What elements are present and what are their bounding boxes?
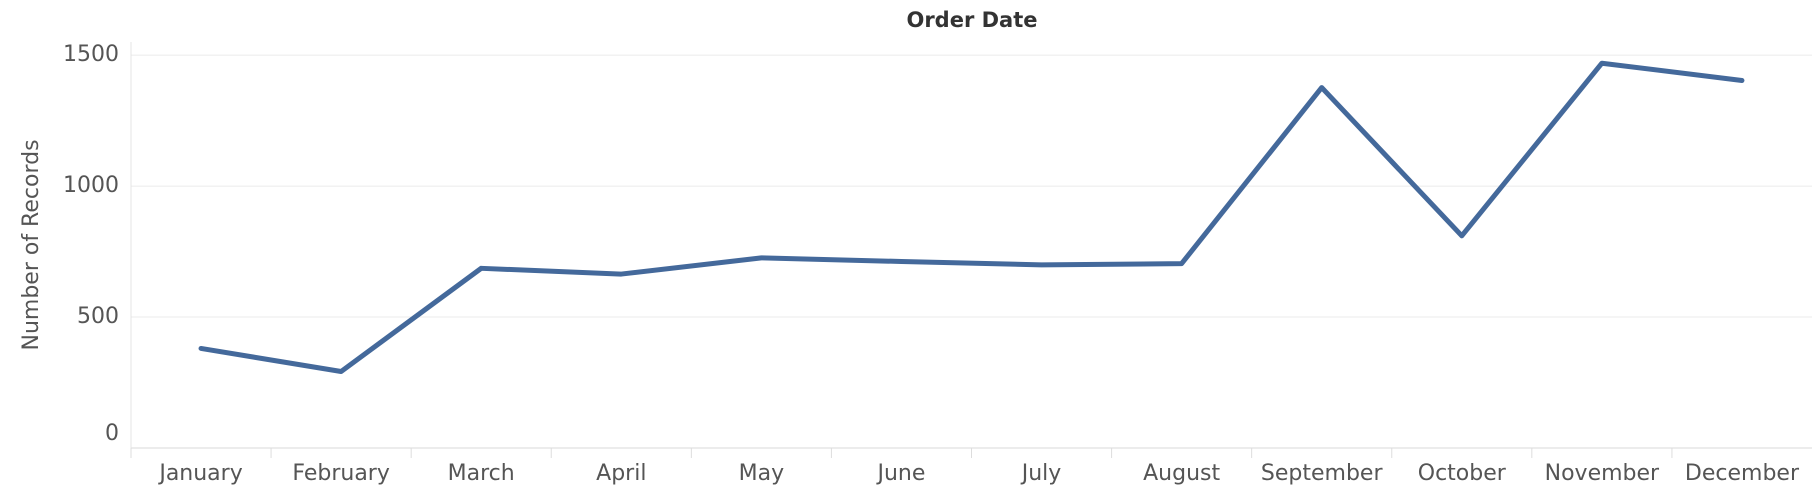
- x-tick-label: October: [1418, 461, 1507, 486]
- x-tick-label: April: [596, 461, 646, 486]
- axis-header: Order Date: [906, 8, 1037, 32]
- x-tick-label: July: [1020, 461, 1062, 486]
- x-tick-label: March: [448, 461, 515, 486]
- x-tick-label: February: [292, 461, 390, 486]
- x-tick-label: January: [157, 461, 242, 486]
- y-tick-label: 1000: [63, 173, 119, 198]
- x-tick-label: September: [1261, 461, 1384, 486]
- y-tick-label: 0: [105, 421, 119, 446]
- y-axis-title: Number of Records: [19, 139, 44, 350]
- data-line: [198, 60, 1745, 375]
- x-tick-label: December: [1685, 461, 1800, 486]
- x-tick-label: November: [1545, 461, 1660, 486]
- x-tick-label: June: [875, 461, 925, 486]
- x-tick-label: May: [739, 461, 784, 486]
- y-tick-label: 500: [77, 304, 119, 329]
- y-tick-label: 1500: [63, 42, 119, 67]
- x-tick-label: August: [1143, 461, 1220, 486]
